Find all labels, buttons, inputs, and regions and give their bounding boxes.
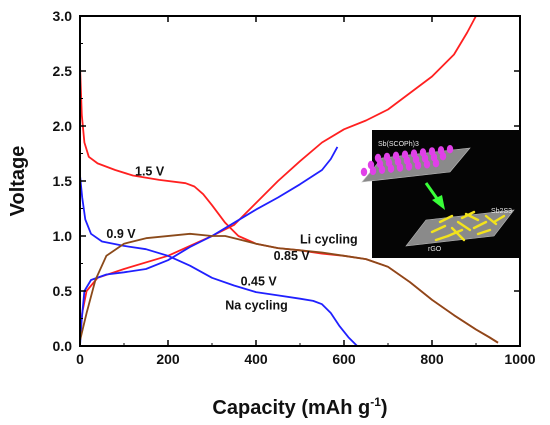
inset-dot bbox=[405, 162, 413, 171]
series-brown-discharge bbox=[79, 232, 499, 344]
series-layer bbox=[79, 15, 499, 347]
x-tick-label: 0 bbox=[76, 351, 84, 367]
x-axis-title-main: Capacity (mAh g bbox=[212, 397, 370, 419]
tick-labels: 0 200 400 600 800 1000 0.0 0.5 1.0 1.5 2.0 2.5 3.0 bbox=[53, 8, 536, 367]
annotation-label: 0.9 V bbox=[106, 227, 136, 241]
inset-rods bbox=[430, 210, 506, 242]
inset-rod bbox=[456, 220, 472, 232]
inset-dot bbox=[432, 159, 440, 168]
x-tick-label: 600 bbox=[332, 351, 356, 367]
inset-dot bbox=[414, 161, 422, 170]
inset-precursor-dots bbox=[360, 145, 454, 177]
inset-rod bbox=[450, 226, 466, 242]
inset-arrow-line bbox=[424, 182, 440, 201]
x-axis-title-close: ) bbox=[381, 397, 388, 419]
x-tick-label: 800 bbox=[420, 351, 444, 367]
x-tick-label: 400 bbox=[244, 351, 268, 367]
annotation-label: Li cycling bbox=[300, 233, 358, 247]
inset-dot bbox=[387, 164, 395, 173]
inset-dot bbox=[369, 166, 377, 176]
y-tick-label: 2.5 bbox=[53, 63, 73, 79]
inset-rod bbox=[430, 224, 447, 234]
y-tick-label: 0.5 bbox=[53, 283, 73, 299]
inset-schematic: Sb(SCOPh)3 Sb2S3 rGO bbox=[360, 130, 520, 258]
x-tick-label: 200 bbox=[156, 351, 180, 367]
inset-label-product: Sb2S3 bbox=[491, 208, 512, 215]
y-axis-title: Voltage bbox=[7, 146, 29, 217]
series-na-discharge bbox=[79, 175, 358, 347]
inset-rod bbox=[460, 210, 476, 220]
annotation-label: 0.85 V bbox=[274, 249, 311, 263]
y-tick-label: 0.0 bbox=[53, 338, 73, 354]
inset-dot bbox=[396, 163, 404, 172]
inset-dot bbox=[360, 167, 368, 177]
inset-bottom-sheet bbox=[405, 209, 515, 247]
y-tick-label: 2.0 bbox=[53, 118, 73, 134]
annotation-label: Na cycling bbox=[225, 299, 288, 313]
ticks-layer bbox=[79, 15, 521, 347]
inset-dot bbox=[423, 160, 431, 169]
x-tick-label: 1000 bbox=[504, 351, 535, 367]
inset-label-precursor: Sb(SCOPh)3 bbox=[378, 141, 419, 148]
inset-dot bbox=[439, 152, 447, 161]
inset-rod bbox=[438, 214, 454, 224]
annotation-label: 0.45 V bbox=[241, 275, 278, 289]
annotation-label: 1.5 V bbox=[135, 165, 165, 179]
series-na-charge bbox=[79, 146, 339, 347]
inset-dot bbox=[446, 145, 454, 154]
inset-rod bbox=[434, 234, 450, 242]
y-tick-label: 3.0 bbox=[53, 8, 73, 24]
annotations: 1.5 V 0.9 V Li cycling 0.85 V 0.45 V Na cycli… bbox=[106, 165, 357, 313]
x-axis-title-exponent: -1 bbox=[370, 395, 381, 409]
x-axis-title: Capacity (mAh g-1) bbox=[212, 395, 387, 419]
inset-rod bbox=[446, 228, 464, 238]
inset-arrow-head bbox=[432, 195, 445, 210]
inset-rod bbox=[492, 214, 506, 224]
inset-dot bbox=[378, 165, 386, 174]
inset-rod bbox=[472, 220, 488, 230]
y-tick-label: 1.5 bbox=[53, 173, 73, 189]
inset-label-substrate: rGO bbox=[428, 246, 442, 253]
inset-rod bbox=[476, 228, 492, 236]
y-tick-label: 1.0 bbox=[53, 228, 73, 244]
